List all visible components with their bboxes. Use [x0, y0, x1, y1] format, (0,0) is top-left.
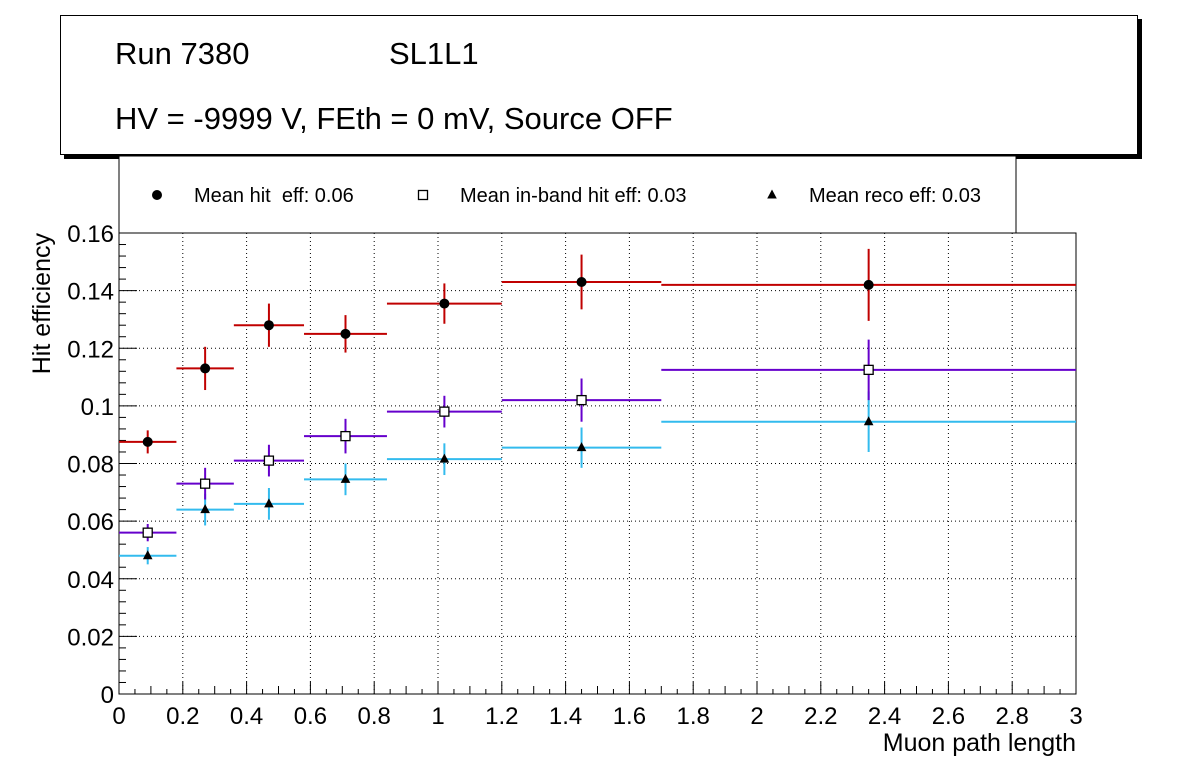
x-axis-title: Muon path length	[883, 729, 1076, 757]
open-square-marker	[142, 527, 153, 538]
open-square-marker	[863, 364, 874, 376]
conditions-label: HV = -9999 V, FEth = 0 mV, Source OFF	[115, 101, 673, 136]
x-tick-label: 0.2	[166, 703, 199, 730]
y-tick-label: 0.02	[67, 624, 114, 651]
data-point	[304, 315, 387, 353]
y-tick-label: 0.14	[67, 279, 114, 306]
run-label: Run 7380	[115, 36, 250, 71]
open-square-marker	[439, 406, 450, 417]
triangle-marker	[863, 416, 874, 426]
x-tick-label: 1.4	[549, 703, 582, 730]
legend-marker	[417, 189, 429, 201]
y-tick-label: 0.04	[67, 567, 114, 594]
legend-marker	[152, 190, 162, 200]
data-point	[119, 430, 177, 454]
triangle-marker	[576, 442, 587, 452]
legend-box	[118, 155, 1017, 234]
x-tick-label: 2.4	[868, 703, 901, 730]
open-square-marker	[576, 394, 587, 406]
x-tick-label: 2.2	[804, 703, 837, 730]
data-point	[661, 339, 1076, 401]
data-point	[661, 248, 1076, 321]
y-tick-label: 0.08	[67, 452, 114, 479]
data-point	[386, 283, 502, 324]
circle-marker	[576, 276, 587, 287]
data-point	[501, 254, 662, 310]
data-point	[119, 547, 177, 565]
circle-marker	[263, 320, 274, 331]
y-tick-label: 0	[101, 682, 114, 709]
x-tick-label: 0	[112, 703, 125, 730]
y-tick-label: 0.12	[67, 336, 114, 363]
triangle-marker	[264, 498, 274, 508]
data-point	[119, 524, 177, 542]
circle-marker	[200, 363, 211, 374]
layer-label: SL1L1	[389, 36, 479, 71]
x-tick-label: 2.6	[932, 703, 965, 730]
x-tick-label: 3	[1069, 703, 1082, 730]
plot-frame	[118, 232, 1077, 695]
open-square-marker	[340, 430, 351, 442]
data-point	[501, 378, 662, 422]
legend-entry: Mean hit eff: 0.06	[194, 185, 354, 207]
x-tick-label: 2.8	[996, 703, 1029, 730]
x-tick-label: 0.8	[358, 703, 391, 730]
y-tick-label: 0.16	[67, 221, 114, 248]
data-point	[304, 463, 387, 496]
x-tick-label: 2	[750, 703, 763, 730]
circle-marker	[340, 328, 351, 339]
legend-entry: Mean reco eff: 0.03	[809, 185, 981, 207]
data-point	[386, 443, 502, 476]
data-point	[304, 418, 387, 454]
x-tick-label: 1	[431, 703, 444, 730]
data-point	[233, 303, 305, 347]
triangle-marker	[200, 504, 210, 514]
open-square-marker	[263, 455, 275, 466]
y-tick-label: 0.1	[81, 394, 114, 421]
circle-marker	[439, 298, 450, 309]
data-point	[386, 395, 502, 428]
data-point	[233, 444, 305, 477]
x-tick-label: 1.6	[613, 703, 646, 730]
y-tick-label: 0.06	[67, 509, 114, 536]
x-tick-label: 1.2	[485, 703, 518, 730]
legend: Mean hit eff: 0.06 Mean in-band hit eff: …	[118, 155, 1017, 234]
x-tick-label: 1.8	[677, 703, 710, 730]
data-point	[176, 467, 234, 500]
triangle-marker	[439, 453, 450, 463]
data-point	[501, 427, 662, 468]
circle-marker	[863, 279, 874, 290]
legend-entry: Mean in-band hit eff: 0.03	[460, 185, 686, 207]
x-tick-label: 0.4	[230, 703, 263, 730]
circle-marker	[142, 436, 153, 447]
data-point	[661, 391, 1076, 452]
data-point	[176, 346, 234, 391]
info-box: Run 7380 SL1L1 HV = -9999 V, FEth = 0 mV…	[60, 15, 1138, 155]
data-point	[233, 487, 305, 520]
y-axis-title: Hit efficiency	[28, 233, 56, 375]
legend-marker	[767, 189, 777, 199]
x-tick-label: 0.6	[294, 703, 327, 730]
triangle-marker	[142, 550, 153, 560]
open-square-marker	[199, 478, 211, 489]
triangle-marker	[340, 473, 351, 483]
